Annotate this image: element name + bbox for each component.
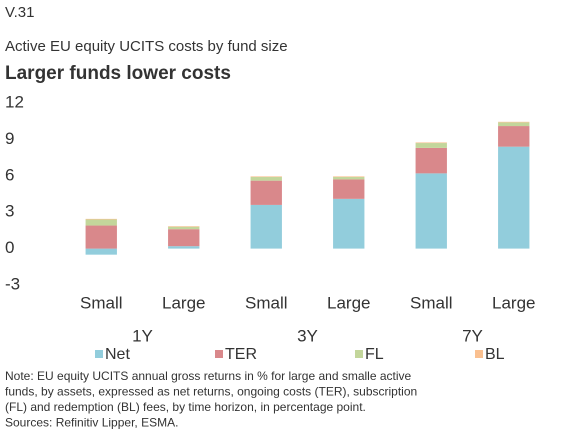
note: funds, by assets, expressed as net retur… bbox=[5, 385, 417, 399]
bar-segment bbox=[250, 176, 282, 178]
y-tick-label: 0 bbox=[5, 238, 14, 257]
legend-swatch bbox=[95, 350, 103, 358]
bar-segment bbox=[415, 147, 447, 174]
bar-segment bbox=[333, 177, 365, 180]
bar-segment bbox=[498, 126, 530, 147]
bar-segment bbox=[498, 146, 530, 249]
x-tick-label: Large bbox=[162, 293, 205, 312]
legend-label: Net bbox=[105, 346, 130, 363]
chart-subtitle: Active EU equity UCITS costs by fund siz… bbox=[5, 38, 288, 55]
legend-swatch bbox=[475, 350, 483, 358]
bar-segment bbox=[85, 225, 117, 249]
legend-label: FL bbox=[365, 346, 384, 363]
x-tick-label: Small bbox=[80, 293, 123, 312]
x-tick-label: Large bbox=[327, 293, 370, 312]
bar-segment bbox=[333, 176, 365, 178]
legend-label: BL bbox=[485, 346, 505, 363]
bar-segment bbox=[168, 229, 200, 247]
bar-segment bbox=[415, 173, 447, 249]
bar-segment bbox=[498, 122, 530, 127]
x-tick-label: Large bbox=[492, 293, 535, 312]
note: (FL) and redemption (BL) fees, by time h… bbox=[5, 400, 366, 414]
x-tick-label: Small bbox=[245, 293, 288, 312]
note: Note: EU equity UCITS annual gross retur… bbox=[5, 369, 412, 383]
chart-label: V.31 bbox=[5, 4, 34, 21]
chart-title: Larger funds lower costs bbox=[5, 63, 231, 84]
bar-segment bbox=[168, 226, 200, 230]
y-tick-label: 9 bbox=[5, 129, 14, 148]
y-tick-label: 12 bbox=[5, 92, 24, 111]
legend-label: TER bbox=[225, 346, 257, 363]
group-label: 3Y bbox=[297, 326, 318, 345]
legend-swatch bbox=[355, 350, 363, 358]
y-tick-label: 6 bbox=[5, 165, 14, 184]
bar-segment bbox=[85, 248, 117, 255]
bar-segment bbox=[85, 218, 117, 220]
bar-segment bbox=[333, 198, 365, 249]
bar-segment bbox=[415, 143, 447, 148]
bar-segment bbox=[333, 179, 365, 199]
bar-segment bbox=[250, 180, 282, 205]
y-tick-label: 3 bbox=[5, 202, 14, 221]
bar-segment bbox=[415, 142, 447, 144]
bar-segment bbox=[250, 177, 282, 181]
note: Sources: Refinitiv Lipper, ESMA. bbox=[5, 416, 178, 430]
bar-segment bbox=[168, 226, 200, 227]
bar-segment bbox=[250, 204, 282, 249]
bar-segment bbox=[85, 219, 117, 226]
bar-segment bbox=[498, 121, 530, 123]
y-tick-label: -3 bbox=[5, 274, 20, 293]
x-tick-label: Small bbox=[410, 293, 453, 312]
bar-segment bbox=[168, 246, 200, 249]
group-label: 7Y bbox=[462, 326, 483, 345]
group-label: 1Y bbox=[132, 326, 153, 345]
legend-swatch bbox=[215, 350, 223, 358]
